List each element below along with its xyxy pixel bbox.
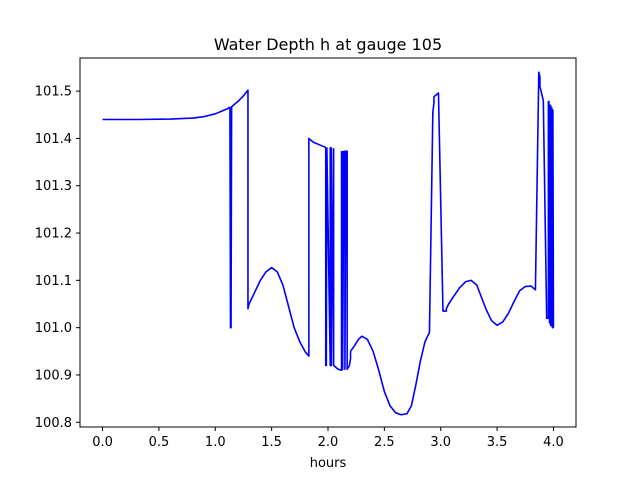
y-tick-label: 100.9 <box>35 368 72 383</box>
x-tick-label: 1.0 <box>205 435 226 450</box>
x-tick-label: 4.0 <box>543 435 564 450</box>
x-tick-label: 3.5 <box>487 435 508 450</box>
x-tick-label: 0.0 <box>92 435 113 450</box>
y-tick-label: 101.5 <box>35 85 72 100</box>
x-tick-label: 2.5 <box>374 435 395 450</box>
y-tick-label: 101.0 <box>35 321 72 336</box>
x-axis-label: hours <box>310 456 347 471</box>
x-axis: 0.0 0.5 1.0 1.5 2.0 2.5 3.0 3.5 4.0 <box>92 427 564 450</box>
y-tick-label: 100.8 <box>35 416 72 431</box>
y-tick-label: 101.4 <box>35 132 72 147</box>
series-line <box>102 71 555 416</box>
x-tick-label: 1.5 <box>261 435 282 450</box>
x-tick-label: 2.0 <box>318 435 339 450</box>
plot-area <box>102 71 555 416</box>
y-tick-label: 101.3 <box>35 179 72 194</box>
chart-title: Water Depth h at gauge 105 <box>214 35 442 54</box>
x-tick-label: 0.5 <box>149 435 170 450</box>
y-tick-label: 101.1 <box>35 274 72 289</box>
y-axis: 100.8 100.9 101.0 101.1 101.2 101.3 101.4 101.5 <box>35 85 80 431</box>
y-tick-label: 101.2 <box>35 227 72 242</box>
x-tick-label: 3.0 <box>430 435 451 450</box>
